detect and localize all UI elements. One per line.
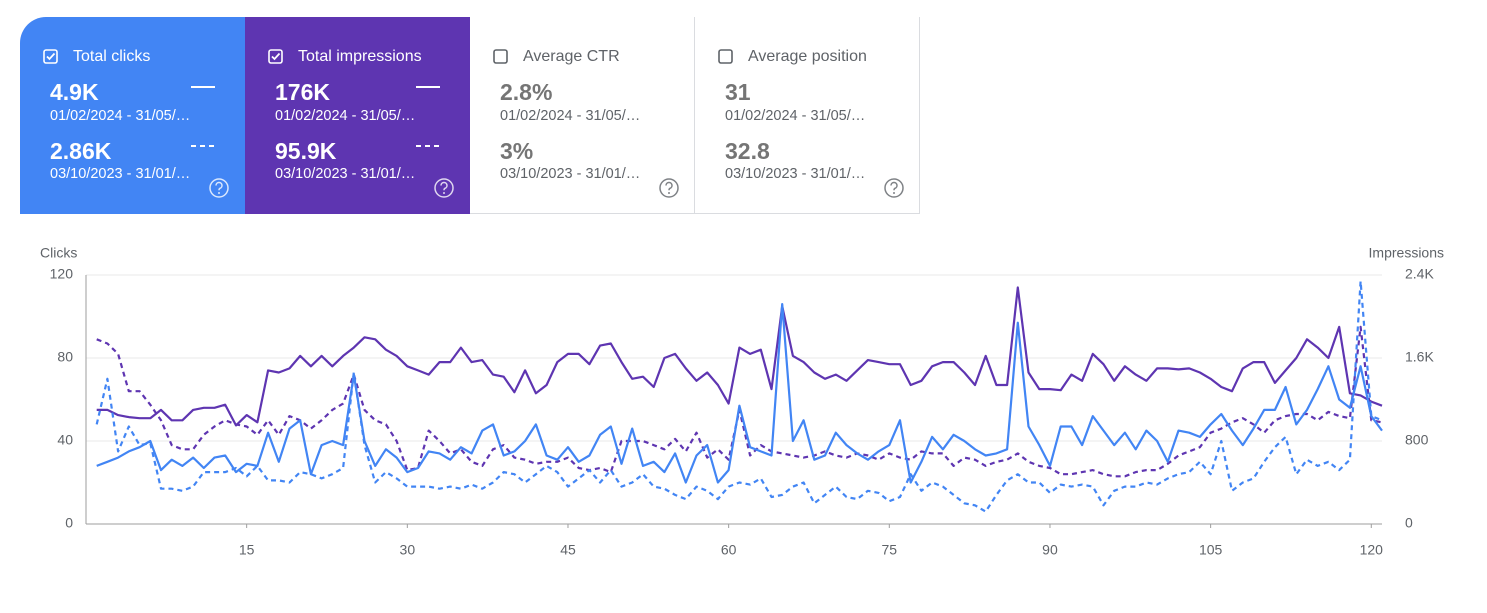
metric-label: Total impressions xyxy=(298,48,422,65)
help-dot xyxy=(443,192,445,194)
checkmark xyxy=(271,52,281,61)
x-tick-label: 75 xyxy=(882,542,898,558)
current-value: 2.8% xyxy=(500,79,553,105)
checkmark xyxy=(46,52,56,61)
current-date: 01/02/2024 - 31/05/… xyxy=(500,108,641,124)
y2-tick-label: 800 xyxy=(1405,432,1429,448)
current-value: 176K xyxy=(275,79,330,105)
x-tick-label: 90 xyxy=(1042,542,1058,558)
metric-card[interactable]: Total clicks 4.9K 01/02/2024 - 31/05/… 2.86… xyxy=(20,17,245,214)
help-mark xyxy=(665,181,673,191)
y-axis-title: Clicks xyxy=(40,245,77,261)
current-date: 01/02/2024 - 31/05/… xyxy=(725,108,866,124)
help-icon xyxy=(209,178,229,198)
checkbox xyxy=(268,49,283,64)
y-tick-label: 0 xyxy=(65,515,73,531)
previous-value: 2.86K xyxy=(50,138,112,164)
y-tick-label: 80 xyxy=(57,349,73,365)
metric-label: Average position xyxy=(748,48,867,65)
x-tick-label: 60 xyxy=(721,542,737,558)
previous-value: 32.8 xyxy=(725,138,770,164)
previous-period-line xyxy=(95,280,1383,513)
card-icons xyxy=(43,49,229,198)
help-mark xyxy=(215,181,223,191)
help-circle xyxy=(209,178,229,198)
current-date: 01/02/2024 - 31/05/… xyxy=(275,108,416,124)
x-tick-label: 105 xyxy=(1199,542,1223,558)
y2-tick-label: 2.4K xyxy=(1405,266,1434,282)
current-period-line xyxy=(96,303,1383,484)
x-tick-label: 45 xyxy=(560,542,576,558)
y2-tick-label: 1.6K xyxy=(1405,349,1434,365)
y-tick-label: 40 xyxy=(57,432,73,448)
help-icon xyxy=(884,178,904,198)
card-icons xyxy=(493,49,679,198)
current-value: 31 xyxy=(725,79,751,105)
current-period-line xyxy=(96,286,1383,427)
help-icon xyxy=(434,178,454,198)
help-mark xyxy=(440,181,448,191)
help-dot xyxy=(668,192,670,194)
metric-label: Total clicks xyxy=(73,48,151,65)
y-tick-label: 120 xyxy=(50,266,74,282)
metric-label: Average CTR xyxy=(523,48,620,65)
card-icons xyxy=(268,49,454,198)
checkbox xyxy=(493,49,508,64)
card-icons xyxy=(718,49,904,198)
metric-card[interactable]: Total impressions 176K 01/02/2024 - 31/05/… xyxy=(245,17,470,214)
help-circle xyxy=(884,178,904,198)
help-icon xyxy=(659,178,679,198)
metric-card[interactable]: Average position 31 01/02/2024 - 31/05/… 32… xyxy=(695,17,920,214)
previous-date: 03/10/2023 - 31/01/… xyxy=(725,166,866,182)
help-dot xyxy=(218,192,220,194)
previous-date: 03/10/2023 - 31/01/… xyxy=(50,166,191,182)
checkbox xyxy=(718,49,733,64)
help-circle xyxy=(434,178,454,198)
checkbox xyxy=(43,49,58,64)
x-tick-label: 120 xyxy=(1360,542,1384,558)
help-mark xyxy=(890,181,898,191)
help-circle xyxy=(659,178,679,198)
previous-value: 95.9K xyxy=(275,138,337,164)
metric-card[interactable]: Average CTR 2.8% 01/02/2024 - 31/05/… 3% 03/… xyxy=(470,17,695,214)
current-value: 4.9K xyxy=(50,79,99,105)
x-tick-label: 30 xyxy=(400,542,416,558)
help-dot xyxy=(893,192,895,194)
y2-tick-label: 0 xyxy=(1405,515,1413,531)
previous-date: 03/10/2023 - 31/01/… xyxy=(500,166,641,182)
current-date: 01/02/2024 - 31/05/… xyxy=(50,108,191,124)
x-tick-label: 15 xyxy=(239,542,255,558)
previous-date: 03/10/2023 - 31/01/… xyxy=(275,166,416,182)
previous-value: 3% xyxy=(500,138,534,164)
y2-axis-title: Impressions xyxy=(1369,245,1444,261)
